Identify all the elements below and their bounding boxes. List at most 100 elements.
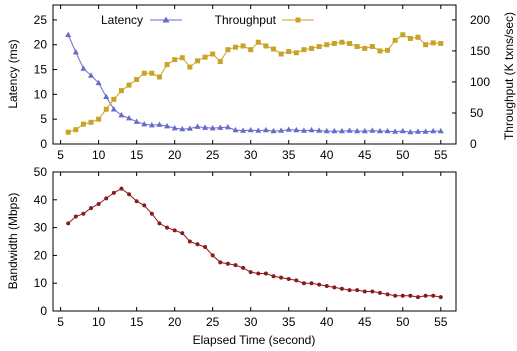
throughput-point — [316, 44, 322, 50]
bandwidth-point — [400, 293, 405, 298]
bandwidth-point — [203, 245, 208, 250]
throughput-point — [286, 49, 292, 55]
bandwidth-point — [286, 277, 291, 282]
bandwidth-point — [119, 186, 124, 191]
throughput-point — [172, 57, 178, 63]
bandwidth-point — [294, 278, 299, 283]
latency-point — [240, 127, 247, 133]
latency-point — [95, 79, 102, 86]
latency-point — [338, 127, 345, 134]
latency-point — [209, 124, 216, 131]
throughput-point — [369, 44, 375, 50]
latency-point — [300, 127, 307, 133]
bandwidth-point — [317, 282, 322, 287]
x-axis-label: Elapsed Time (second) — [193, 333, 316, 347]
x-tick-label: 40 — [320, 315, 334, 329]
throughput-point — [103, 106, 109, 112]
throughput-point — [407, 36, 413, 42]
bottom-y-ticks: 0 10 20 30 40 50 — [34, 165, 57, 318]
throughput-point — [271, 46, 277, 52]
throughput-point — [430, 40, 436, 46]
x-tick-label: 35 — [282, 315, 296, 329]
latency-point — [65, 31, 72, 37]
y-tick-label: 50 — [34, 165, 48, 179]
bandwidth-point — [393, 293, 398, 298]
throughput-series-line — [68, 34, 441, 133]
latency-point — [376, 127, 383, 134]
x-tick-label: 40 — [320, 148, 334, 162]
latency-point — [80, 65, 87, 71]
throughput-point — [179, 55, 185, 61]
x-tick-label: 15 — [130, 148, 144, 162]
bandwidth-point — [423, 293, 428, 298]
latency-point — [293, 126, 300, 133]
latency-series-line — [67, 34, 441, 133]
throughput-point — [111, 96, 117, 102]
y-tick-label: 25 — [34, 13, 48, 27]
latency-point — [171, 124, 178, 131]
bandwidth-point — [210, 253, 215, 258]
y-tick-label: 0 — [40, 304, 47, 318]
throughput-point — [118, 88, 124, 94]
throughput-point — [377, 48, 383, 54]
latency-point — [399, 127, 406, 134]
bandwidth-point — [111, 190, 116, 195]
throughput-point — [301, 47, 307, 53]
bandwidth-point — [73, 214, 78, 219]
top-plot-frame — [52, 4, 457, 145]
throughput-point — [415, 34, 421, 40]
latency-point — [141, 120, 148, 127]
bandwidth-point — [89, 206, 94, 211]
y-tick-label: 0 — [470, 137, 477, 151]
throughput-point — [187, 64, 193, 70]
y-tick-label: 20 — [34, 248, 48, 262]
latency-point — [414, 128, 421, 134]
latency-point — [247, 126, 254, 133]
bottom-x-ticks: 5 10 15 20 25 30 35 40 45 50 55 — [57, 172, 448, 329]
throughput-point — [324, 42, 330, 48]
latency-point — [179, 125, 186, 132]
bandwidth-point — [248, 270, 253, 275]
bandwidth-point — [256, 271, 261, 276]
bottom-plot-frame — [52, 171, 457, 312]
x-tick-label: 20 — [168, 315, 182, 329]
throughput-point — [339, 39, 345, 45]
bandwidth-point — [309, 281, 314, 286]
bandwidth-point — [370, 289, 375, 294]
bandwidth-point — [180, 231, 185, 236]
bandwidth-point — [408, 293, 413, 298]
latency-point — [407, 128, 414, 135]
latency-point — [103, 93, 110, 100]
throughput-point — [149, 70, 155, 76]
latency-point — [361, 127, 368, 134]
throughput-point — [88, 119, 94, 125]
bandwidth-point — [165, 225, 170, 230]
latency-point — [346, 127, 353, 133]
top-series — [65, 31, 444, 135]
latency-point — [316, 127, 323, 133]
bandwidth-point — [104, 196, 109, 201]
throughput-point — [202, 54, 208, 60]
bandwidth-panel: 5 10 15 20 25 30 35 40 45 50 55 0 10 20 30 40 50 Bandwi… — [6, 165, 457, 347]
throughput-point — [309, 45, 315, 51]
x-tick-label: 15 — [130, 315, 144, 329]
latency-point — [148, 121, 155, 128]
bandwidth-point — [149, 211, 154, 216]
x-tick-label: 55 — [434, 148, 448, 162]
throughput-point — [65, 129, 71, 135]
legend-latency-label: Latency — [101, 13, 143, 27]
bandwidth-point — [172, 228, 177, 233]
throughput-point — [438, 40, 444, 46]
x-tick-label: 10 — [92, 148, 106, 162]
latency-point — [126, 114, 133, 121]
throughput-point — [331, 40, 337, 46]
x-tick-label: 35 — [282, 148, 296, 162]
y-tick-label: 50 — [470, 106, 484, 120]
latency-point — [232, 126, 239, 133]
bandwidth-point — [362, 289, 367, 294]
throughput-axis-label: Throughput (K txns/sec) — [502, 12, 516, 140]
latency-point — [278, 127, 285, 133]
latency-point — [224, 123, 231, 130]
